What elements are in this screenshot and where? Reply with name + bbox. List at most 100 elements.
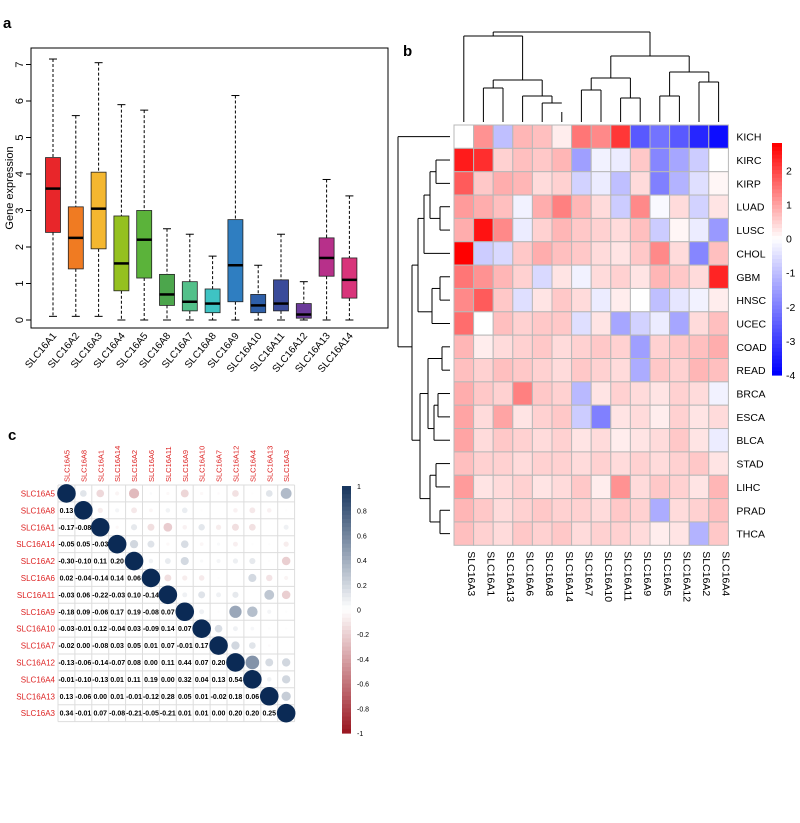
corr-colorbar-segment — [342, 679, 351, 685]
heatmap-cell — [629, 217, 651, 243]
heatmap-cell — [531, 334, 553, 359]
heatmap-legend-segment — [772, 262, 782, 268]
heatmap-col-label: SLC16A10 — [602, 551, 614, 602]
corr-circle — [214, 624, 223, 633]
corr-circle — [251, 492, 254, 495]
heatmap-legend-segment — [772, 204, 782, 210]
heatmap-cell — [531, 264, 553, 289]
panel-label-a: a — [3, 15, 12, 32]
corr-value: -0.08 — [92, 643, 108, 650]
corr-value: 0.07 — [93, 711, 107, 718]
corr-value: -0.10 — [75, 559, 91, 566]
corr-circle — [216, 558, 221, 564]
corr-circle — [283, 524, 289, 530]
corr-colorbar-segment — [342, 704, 351, 709]
heatmap-cell — [590, 521, 612, 546]
heatmap-col-label: SLC16A12 — [680, 551, 692, 602]
corr-circle — [199, 542, 204, 547]
corr-value: -0.08 — [75, 525, 91, 532]
heatmap-cell — [531, 171, 553, 196]
heatmap-cell — [649, 334, 671, 359]
corr-colorbar-segment — [342, 597, 351, 602]
heatmap-cell — [571, 474, 592, 500]
corr-circle — [234, 576, 237, 580]
y-tick-label: 7 — [14, 62, 26, 68]
heatmap-col-label: SLC16A9 — [641, 551, 653, 596]
heatmap-cell — [571, 241, 592, 266]
heatmap-cell — [649, 358, 671, 383]
heatmap-cell — [453, 241, 475, 266]
heatmap-cell — [571, 311, 592, 336]
corr-value: -0.21 — [126, 711, 142, 718]
corr-circle — [180, 540, 189, 548]
heatmap-row-label: KIRP — [736, 178, 761, 190]
heatmap-cell — [708, 124, 729, 149]
heatmap-cell — [571, 334, 592, 359]
box — [136, 210, 153, 279]
heatmap-col-label: SLC16A11 — [622, 551, 634, 601]
heatmap-cell — [473, 381, 494, 406]
heatmap-cell — [571, 264, 592, 289]
corr-diagonal-circle — [141, 568, 161, 588]
corr-col-label: SLC16A13 — [265, 446, 274, 482]
corr-circle — [181, 507, 188, 514]
corr-value: 0.34 — [60, 711, 74, 718]
heatmap-row-label: READ — [736, 365, 766, 377]
corr-colorbar-segment — [342, 588, 351, 594]
corr-value: -0.02 — [58, 643, 74, 650]
corr-circle — [268, 542, 271, 546]
corr-circle — [284, 509, 288, 512]
corr-colorbar-segment — [342, 601, 351, 606]
heatmap-cell — [610, 124, 631, 149]
heatmap-cell — [473, 171, 494, 196]
corr-colorbar-segment — [342, 580, 351, 586]
heatmap-cell — [571, 287, 592, 313]
corr-colorbar-segment — [342, 621, 351, 627]
y-tick-label: 3 — [14, 208, 26, 214]
heatmap-col-label: SLC16A7 — [582, 551, 594, 596]
heatmap-cell — [512, 334, 533, 359]
heatmap-legend-segment — [772, 332, 782, 337]
heatmap-cell — [571, 194, 592, 219]
corr-colorbar-segment — [342, 724, 351, 730]
heatmap-cell — [531, 498, 553, 523]
corr-row-label: SLC16A2 — [21, 557, 56, 566]
heatmap-cell — [453, 217, 475, 243]
heatmap-cell — [453, 404, 475, 430]
heatmap-cell — [669, 474, 690, 500]
heatmap-row-label: LIHC — [736, 482, 760, 494]
corr-value: 0.32 — [178, 677, 192, 684]
heatmap-cell — [688, 498, 710, 523]
heatmap-cell — [531, 287, 553, 313]
corr-colorbar-segment — [342, 543, 351, 549]
corr-circle — [264, 589, 275, 600]
heatmap-cell — [610, 334, 631, 359]
corr-colorbar-segment — [342, 572, 351, 578]
heatmap-cell — [688, 358, 710, 383]
corr-circle — [215, 524, 222, 530]
heatmap-cell — [473, 428, 494, 453]
heatmap-cell — [531, 311, 553, 336]
heatmap-cell — [531, 358, 553, 383]
heatmap-cell — [649, 287, 671, 313]
corr-col-label: SLC16A11 — [164, 446, 173, 482]
heatmap-legend-segment — [772, 243, 782, 248]
heatmap-legend-segment — [772, 146, 782, 152]
heatmap-cell — [453, 358, 475, 383]
corr-col-label: SLC16A9 — [181, 450, 190, 482]
corr-colorbar-segment — [342, 716, 351, 722]
heatmap-cell — [688, 428, 710, 453]
y-tick-label: 1 — [14, 281, 26, 287]
corr-value: -0.05 — [58, 542, 74, 549]
corr-circle — [198, 575, 205, 581]
corr-col-label: SLC16A5 — [62, 450, 71, 482]
corr-circle — [200, 559, 204, 563]
heatmap-panel: KICH KIRC KIRP LUAD LUSC CHOL GBM HNSC UCEC COAD R… — [397, 31, 795, 602]
y-tick-label: 6 — [14, 98, 26, 104]
heatmap-cell — [473, 241, 494, 266]
y-tick-label: 0 — [14, 317, 26, 323]
corr-value: 0.00 — [212, 711, 226, 718]
corr-colorbar-segment — [342, 494, 351, 499]
corr-circle — [147, 523, 155, 531]
box — [45, 157, 61, 233]
